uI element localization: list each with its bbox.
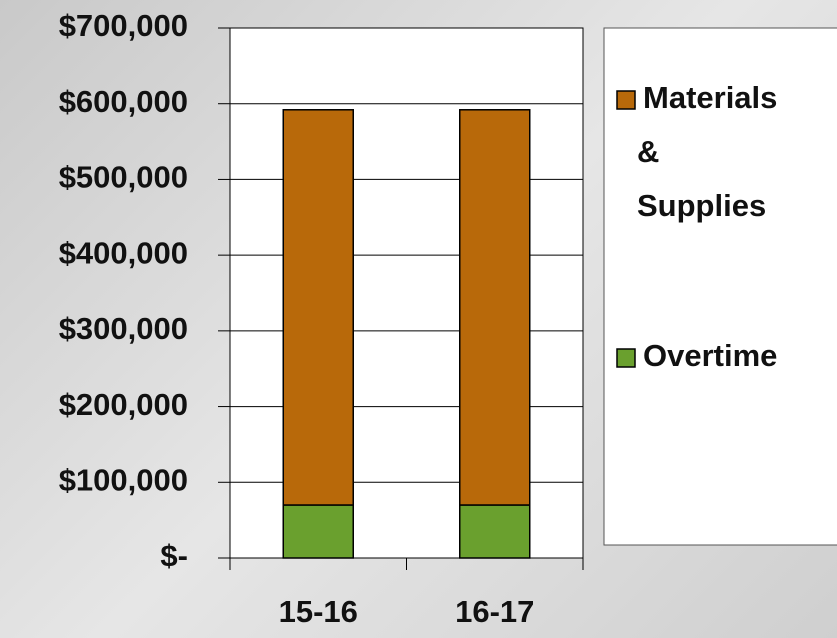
legend-swatch: [616, 90, 636, 110]
x-tick-label: 16-17: [455, 594, 534, 629]
y-tick-label: $300,000: [59, 311, 188, 346]
y-tick-label: $200,000: [59, 387, 188, 422]
bar-segment: [459, 109, 531, 506]
bar-segment: [282, 504, 354, 559]
legend-label: Materials & Supplies: [637, 80, 777, 223]
y-tick-label: $700,000: [59, 8, 188, 43]
legend-box: [603, 27, 837, 546]
legend-swatch: [616, 348, 636, 368]
y-tick-label: $100,000: [59, 462, 188, 497]
y-tick-label: $500,000: [59, 160, 188, 195]
y-tick-label: $600,000: [59, 84, 188, 119]
x-tick-label: 15-16: [279, 594, 358, 629]
legend-label: Overtime: [643, 338, 777, 373]
y-tick-label: $-: [160, 538, 188, 573]
y-tick-label: $400,000: [59, 235, 188, 270]
bar-segment: [459, 504, 531, 559]
bar-segment: [282, 109, 354, 506]
